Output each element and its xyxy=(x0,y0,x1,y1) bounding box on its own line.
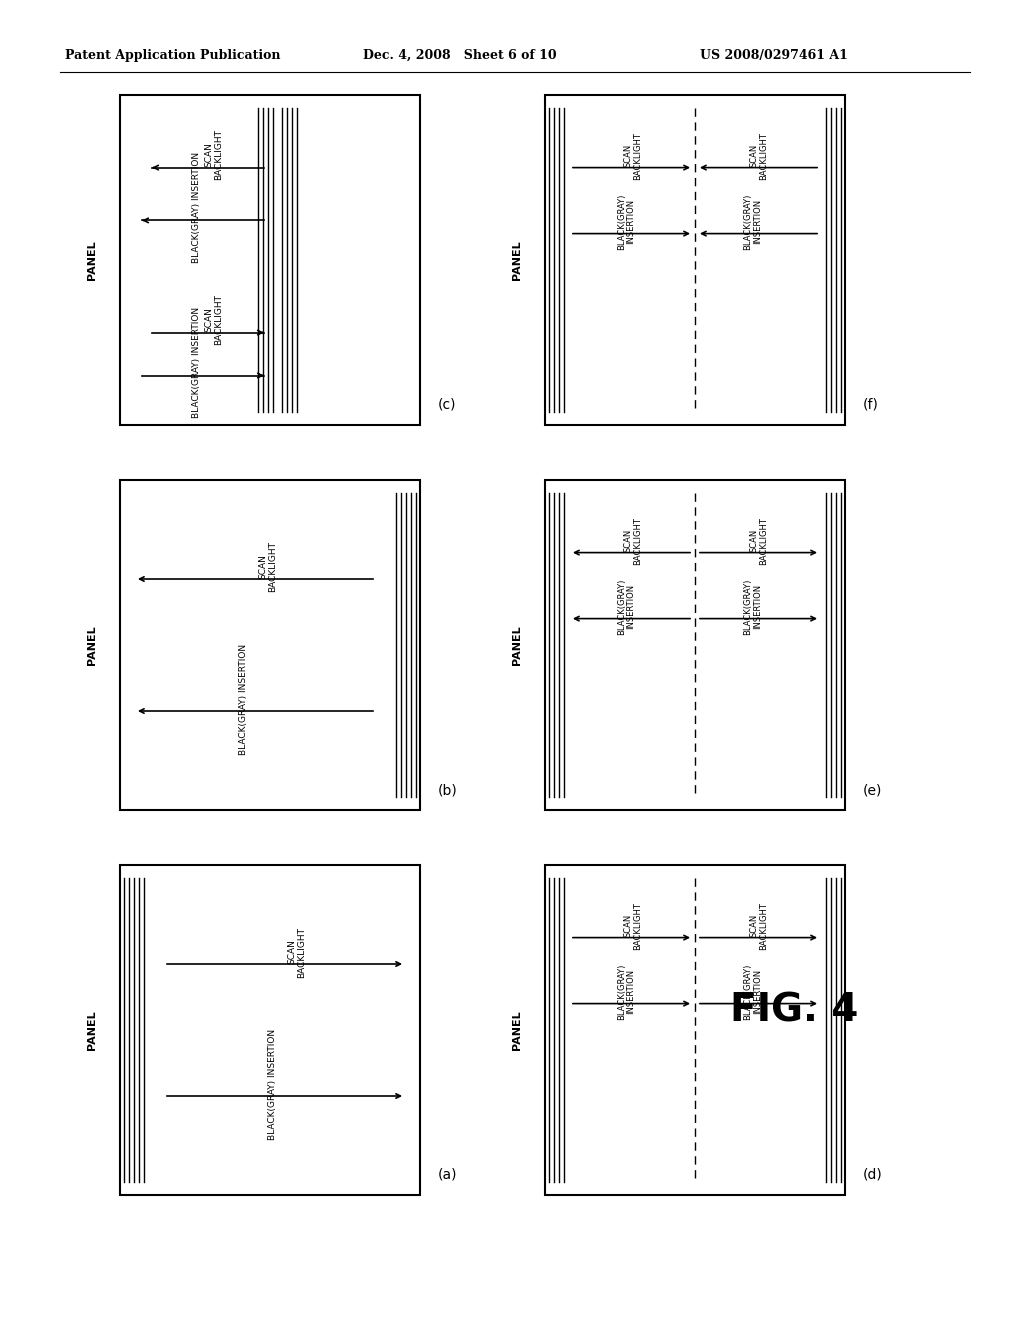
Text: BLACK(GRAY)
INSERTION: BLACK(GRAY) INSERTION xyxy=(743,578,762,635)
Text: SCAN
BACKLIGHT: SCAN BACKLIGHT xyxy=(258,541,276,593)
Text: (a): (a) xyxy=(438,1168,458,1181)
Text: PANEL: PANEL xyxy=(87,240,97,280)
Text: SCAN
BACKLIGHT: SCAN BACKLIGHT xyxy=(750,132,768,180)
Text: SCAN
BACKLIGHT: SCAN BACKLIGHT xyxy=(624,516,642,565)
Text: PANEL: PANEL xyxy=(512,1010,522,1049)
Text: BLACK(GRAY)
INSERTION: BLACK(GRAY) INSERTION xyxy=(743,964,762,1020)
Bar xyxy=(120,95,420,425)
Text: Patent Application Publication: Patent Application Publication xyxy=(65,49,281,62)
Bar xyxy=(545,480,845,810)
Text: FIG. 4: FIG. 4 xyxy=(730,991,858,1030)
Text: BLACK(GRAY)
INSERTION: BLACK(GRAY) INSERTION xyxy=(616,578,636,635)
Text: (f): (f) xyxy=(863,399,879,412)
Bar xyxy=(120,480,420,810)
Text: (b): (b) xyxy=(438,783,458,797)
Text: SCAN
BACKLIGHT: SCAN BACKLIGHT xyxy=(287,927,306,978)
Bar xyxy=(120,865,420,1195)
Text: BLACK(GRAY)
INSERTION: BLACK(GRAY) INSERTION xyxy=(743,194,762,249)
Text: (e): (e) xyxy=(863,783,883,797)
Text: PANEL: PANEL xyxy=(87,626,97,665)
Text: BLACK(GRAY) INSERTION: BLACK(GRAY) INSERTION xyxy=(268,1028,276,1139)
Bar xyxy=(545,95,845,425)
Text: BLACK(GRAY) INSERTION: BLACK(GRAY) INSERTION xyxy=(239,643,248,755)
Text: PANEL: PANEL xyxy=(87,1010,97,1049)
Text: Dec. 4, 2008   Sheet 6 of 10: Dec. 4, 2008 Sheet 6 of 10 xyxy=(362,49,557,62)
Text: PANEL: PANEL xyxy=(512,240,522,280)
Text: SCAN
BACKLIGHT: SCAN BACKLIGHT xyxy=(204,294,223,345)
Text: SCAN
BACKLIGHT: SCAN BACKLIGHT xyxy=(750,902,768,949)
Text: PANEL: PANEL xyxy=(512,626,522,665)
Text: BLACK(GRAY) INSERTION: BLACK(GRAY) INSERTION xyxy=(193,308,202,418)
Bar xyxy=(545,865,845,1195)
Text: SCAN
BACKLIGHT: SCAN BACKLIGHT xyxy=(624,902,642,949)
Text: BLACK(GRAY)
INSERTION: BLACK(GRAY) INSERTION xyxy=(616,964,636,1020)
Text: (c): (c) xyxy=(438,399,457,412)
Text: BLACK(GRAY)
INSERTION: BLACK(GRAY) INSERTION xyxy=(616,194,636,249)
Text: BLACK(GRAY) INSERTION: BLACK(GRAY) INSERTION xyxy=(193,152,202,263)
Text: SCAN
BACKLIGHT: SCAN BACKLIGHT xyxy=(750,516,768,565)
Text: SCAN
BACKLIGHT: SCAN BACKLIGHT xyxy=(624,132,642,180)
Text: SCAN
BACKLIGHT: SCAN BACKLIGHT xyxy=(204,129,223,180)
Text: US 2008/0297461 A1: US 2008/0297461 A1 xyxy=(700,49,848,62)
Text: (d): (d) xyxy=(863,1168,883,1181)
